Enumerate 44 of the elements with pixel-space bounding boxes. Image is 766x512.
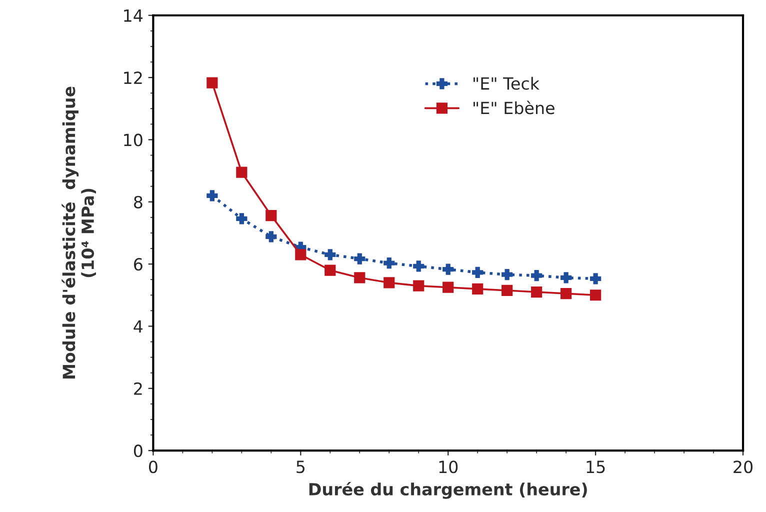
y-tick-label: 6 xyxy=(134,258,142,271)
point xyxy=(531,270,542,282)
point xyxy=(206,190,218,202)
y-tick-label: 14 xyxy=(124,10,143,22)
point xyxy=(324,264,336,276)
x-tick-label: 0 xyxy=(148,460,158,474)
legend-label: "E" Teck xyxy=(474,76,540,90)
y-axis-title: Module d'élasticité dynamique (10⁴ MPa) xyxy=(62,86,96,378)
point xyxy=(413,280,424,292)
point xyxy=(236,166,248,178)
point xyxy=(236,213,248,224)
point xyxy=(206,77,218,88)
point xyxy=(560,272,572,284)
y-tick-label: 10 xyxy=(124,134,142,146)
point xyxy=(354,253,366,264)
y-tick-label: 12 xyxy=(124,71,142,84)
legend-label: "E" Ebène xyxy=(474,100,554,114)
point xyxy=(590,290,602,301)
point xyxy=(266,231,277,242)
x-tick-label: 10 xyxy=(439,460,458,474)
y-tick-label: 4 xyxy=(134,320,143,333)
y-tick-label: 2 xyxy=(134,382,142,395)
y-tick-label: 0 xyxy=(134,444,142,458)
point xyxy=(295,249,306,260)
point xyxy=(502,284,513,296)
point xyxy=(442,264,454,275)
point xyxy=(384,258,395,269)
point xyxy=(531,286,542,298)
point xyxy=(266,210,277,222)
point xyxy=(590,273,602,284)
x-tick-label: 15 xyxy=(586,460,605,474)
x-tick-label: 5 xyxy=(296,460,304,474)
point xyxy=(472,266,484,278)
point xyxy=(560,288,572,300)
point xyxy=(384,277,395,288)
point xyxy=(502,269,513,280)
x-axis-title: Durée du chargement (heure) xyxy=(309,482,587,499)
point xyxy=(413,260,424,272)
point xyxy=(472,283,484,294)
point xyxy=(324,249,336,260)
point xyxy=(354,272,366,284)
y-tick-label: 8 xyxy=(134,196,142,208)
point xyxy=(442,282,454,293)
x-tick-label: 20 xyxy=(734,460,753,474)
